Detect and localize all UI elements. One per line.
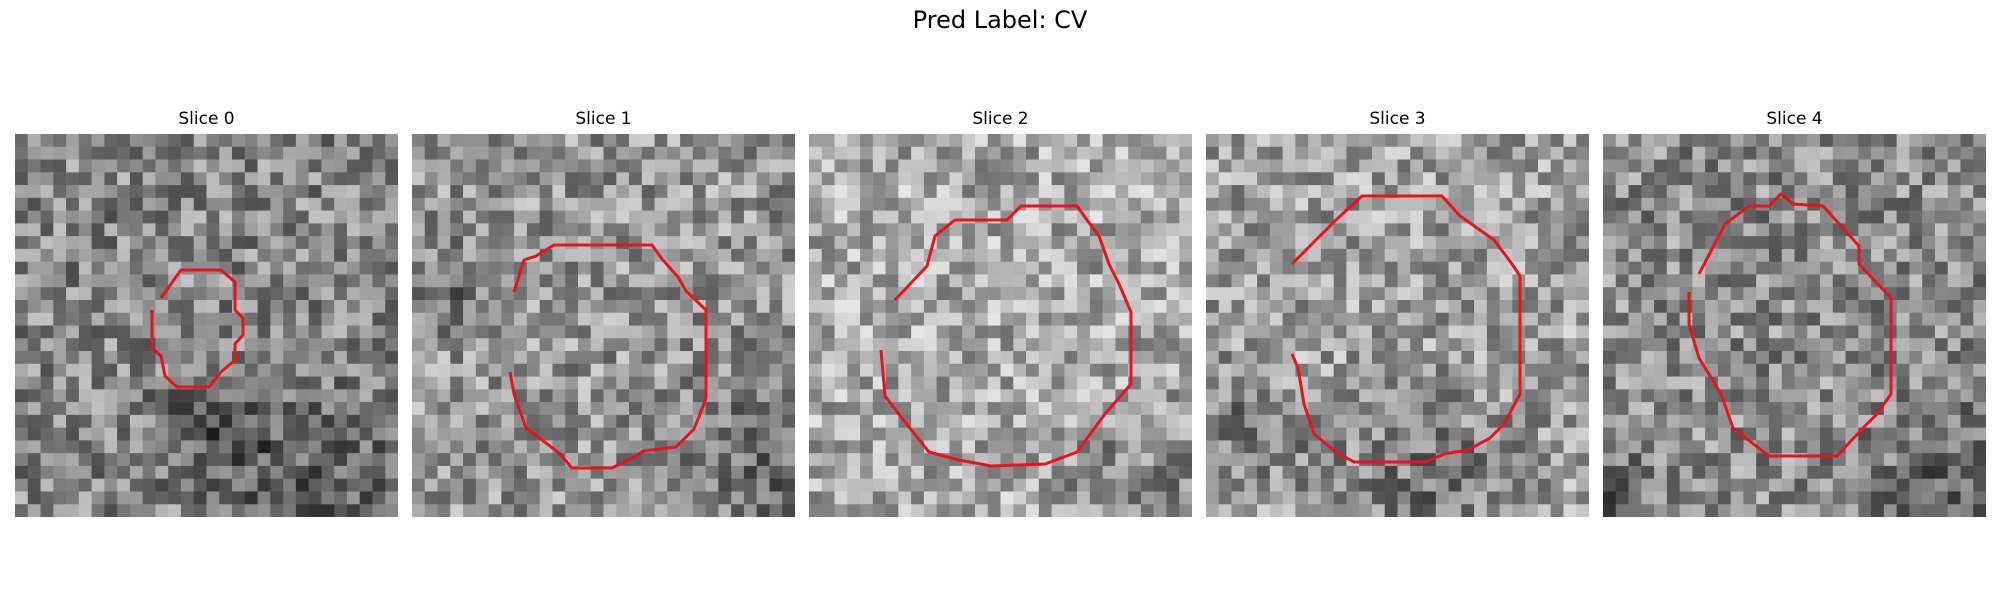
segmentation-contour [1290,194,1522,464]
slice-image [1603,134,1986,517]
slice-title: Slice 4 [1766,109,1823,129]
slice-image [1206,134,1589,517]
slice-title: Slice 3 [1369,109,1426,129]
slice-title: Slice 0 [178,109,235,129]
slice-panel-0: Slice 0 [15,108,398,517]
slice-title: Slice 1 [575,109,632,129]
slice-image [809,134,1192,517]
segmentation-contour [1687,191,1893,458]
slice-image [412,134,795,517]
slice-panel-2: Slice 2 [809,108,1192,517]
slice-title: Slice 2 [972,109,1029,129]
figure-title: Pred Label: CV [912,6,1088,34]
segmentation-contour [508,243,708,470]
slice-panel-3: Slice 3 [1206,108,1589,517]
segmentation-contour [879,204,1133,468]
slice-panel-4: Slice 4 [1603,108,1986,517]
segmentation-contour [150,268,245,389]
slice-image [15,134,398,517]
slice-panel-1: Slice 1 [412,108,795,517]
